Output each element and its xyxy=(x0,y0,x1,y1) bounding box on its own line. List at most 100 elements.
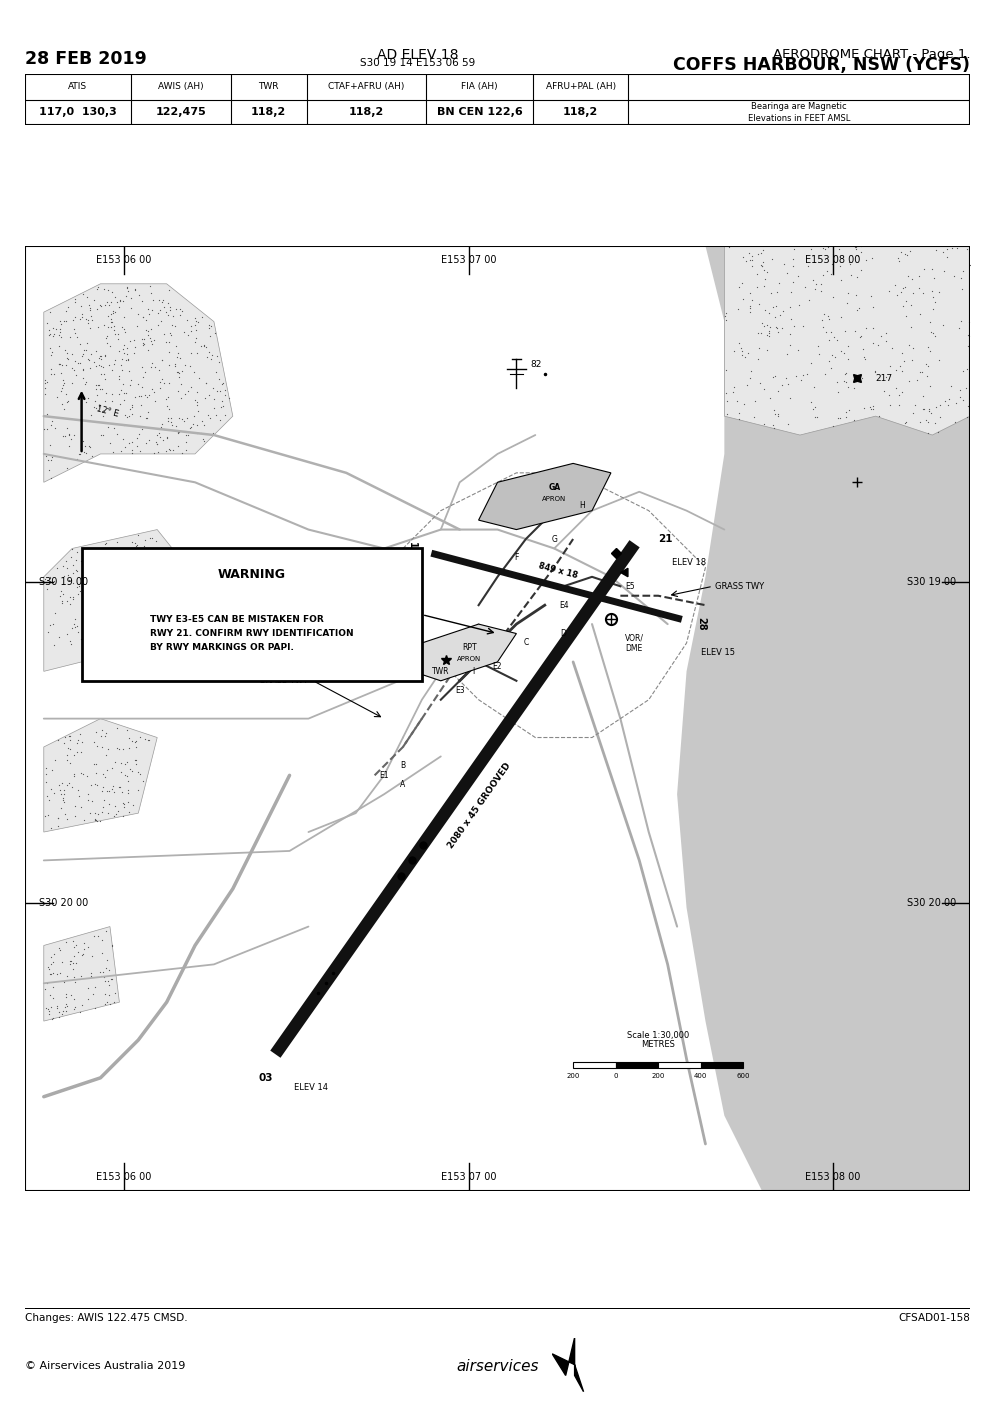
Point xyxy=(171,420,187,443)
Point xyxy=(862,398,878,421)
Point xyxy=(120,280,136,303)
Point xyxy=(138,319,154,342)
Point xyxy=(81,347,96,370)
Text: AFRU+PAL (AH): AFRU+PAL (AH) xyxy=(545,81,615,91)
Point xyxy=(61,423,77,445)
Point xyxy=(773,317,789,340)
Point xyxy=(752,322,768,344)
Point xyxy=(51,774,67,797)
Point xyxy=(100,293,116,316)
Point xyxy=(80,312,95,334)
Point xyxy=(72,333,87,356)
Point xyxy=(718,390,734,413)
Point xyxy=(897,290,912,313)
Text: 28: 28 xyxy=(696,618,706,630)
Point xyxy=(154,349,170,371)
Point xyxy=(80,387,95,410)
Point xyxy=(124,394,140,417)
Point xyxy=(208,404,224,427)
Point xyxy=(826,326,842,349)
Point xyxy=(94,929,110,952)
Point xyxy=(717,302,733,324)
Point xyxy=(835,370,851,393)
Point xyxy=(79,307,94,330)
Point xyxy=(61,564,77,586)
Point xyxy=(151,425,167,448)
Point xyxy=(865,316,881,339)
Point xyxy=(945,265,961,287)
Point xyxy=(88,383,104,406)
Point xyxy=(913,282,929,305)
Point xyxy=(168,334,184,357)
Point xyxy=(43,300,59,323)
Point xyxy=(922,279,938,302)
Point xyxy=(130,423,146,445)
Point xyxy=(73,795,88,818)
Point xyxy=(38,568,54,591)
Point xyxy=(828,370,844,393)
Point xyxy=(117,555,133,578)
Point xyxy=(84,445,100,468)
Point xyxy=(924,286,940,309)
Point xyxy=(115,337,131,360)
Point xyxy=(129,534,145,556)
Point xyxy=(156,417,172,440)
Point xyxy=(852,240,868,263)
Point xyxy=(92,354,108,377)
Point xyxy=(840,376,856,398)
Text: TWR: TWR xyxy=(258,81,278,91)
Text: E153 07 00: E153 07 00 xyxy=(441,255,496,265)
Point xyxy=(167,314,183,337)
Point xyxy=(88,377,104,400)
Point xyxy=(62,326,78,349)
Point xyxy=(65,929,81,952)
Point xyxy=(89,618,105,640)
Point xyxy=(59,743,75,766)
Polygon shape xyxy=(148,558,260,672)
Point xyxy=(97,766,113,788)
Point xyxy=(39,403,55,425)
Point xyxy=(895,295,911,317)
Point xyxy=(734,340,749,363)
Point xyxy=(781,387,797,410)
Point xyxy=(958,357,974,380)
Point xyxy=(740,342,755,364)
Point xyxy=(178,424,194,447)
Point xyxy=(717,305,733,327)
Point xyxy=(107,750,123,773)
Point xyxy=(62,592,78,615)
Point xyxy=(127,532,143,555)
Point xyxy=(58,383,74,406)
Point xyxy=(58,549,74,572)
Point xyxy=(782,280,798,303)
Point xyxy=(162,541,178,564)
Point xyxy=(796,276,812,299)
Text: B: B xyxy=(400,761,406,770)
Point xyxy=(958,406,974,428)
Point xyxy=(953,360,969,383)
Point xyxy=(83,343,98,366)
Point xyxy=(162,296,178,319)
Point xyxy=(84,562,100,585)
Point xyxy=(736,393,751,416)
Point xyxy=(753,255,769,277)
Text: 849 x 18: 849 x 18 xyxy=(537,561,578,581)
Point xyxy=(939,393,955,416)
Point xyxy=(149,556,165,579)
Point xyxy=(112,290,128,313)
Point xyxy=(99,397,115,420)
Point xyxy=(168,579,184,602)
Point xyxy=(71,582,86,605)
Point xyxy=(68,952,83,975)
Point xyxy=(59,417,75,440)
Point xyxy=(760,324,776,347)
Point xyxy=(162,592,178,615)
Point xyxy=(171,366,187,388)
Point xyxy=(189,391,205,414)
Point xyxy=(134,564,150,586)
Point xyxy=(55,999,71,1022)
Point xyxy=(84,309,100,332)
Point xyxy=(104,601,120,623)
Point xyxy=(746,390,762,413)
Point xyxy=(97,381,113,404)
